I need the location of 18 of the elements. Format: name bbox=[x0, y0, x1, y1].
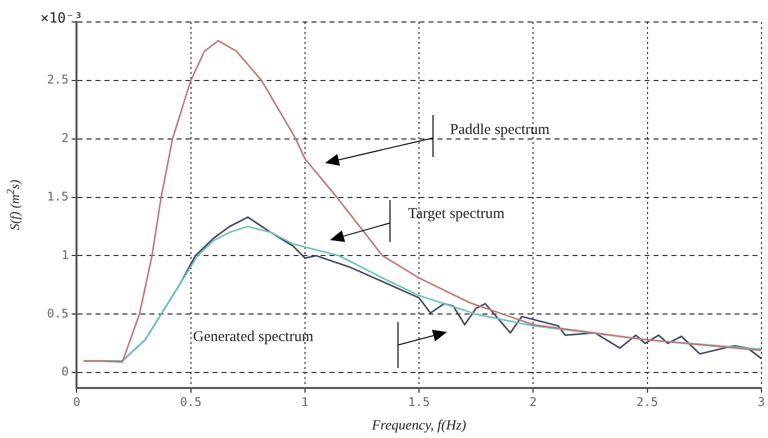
y-tick-label: 2 bbox=[61, 130, 69, 145]
x-tick-label: 1.5 bbox=[408, 395, 430, 410]
y-tick-label: 1.5 bbox=[46, 189, 69, 204]
y-tick-label: 0 bbox=[61, 364, 69, 379]
x-tick-label: 1 bbox=[301, 395, 309, 410]
x-tick-label: 0.5 bbox=[180, 395, 202, 410]
x-tick-label: 3 bbox=[758, 395, 766, 410]
x-tick-label: 2.5 bbox=[636, 395, 658, 410]
y-tick-label: 0.5 bbox=[46, 306, 69, 320]
annotation: Generated spectrum bbox=[193, 328, 314, 345]
x-tick-label: 0 bbox=[73, 395, 80, 410]
x-tick-label: 2 bbox=[530, 395, 537, 410]
annotation: ×10⁻³ bbox=[40, 10, 83, 27]
annotation: Target spectrum bbox=[408, 206, 505, 222]
y-tick-label: 1 bbox=[61, 248, 69, 262]
y-tick-label: 2.5 bbox=[46, 72, 69, 87]
x-axis-title: Frequency, f(Hz) bbox=[370, 418, 467, 434]
annotation: Paddle spectrum bbox=[450, 122, 550, 138]
